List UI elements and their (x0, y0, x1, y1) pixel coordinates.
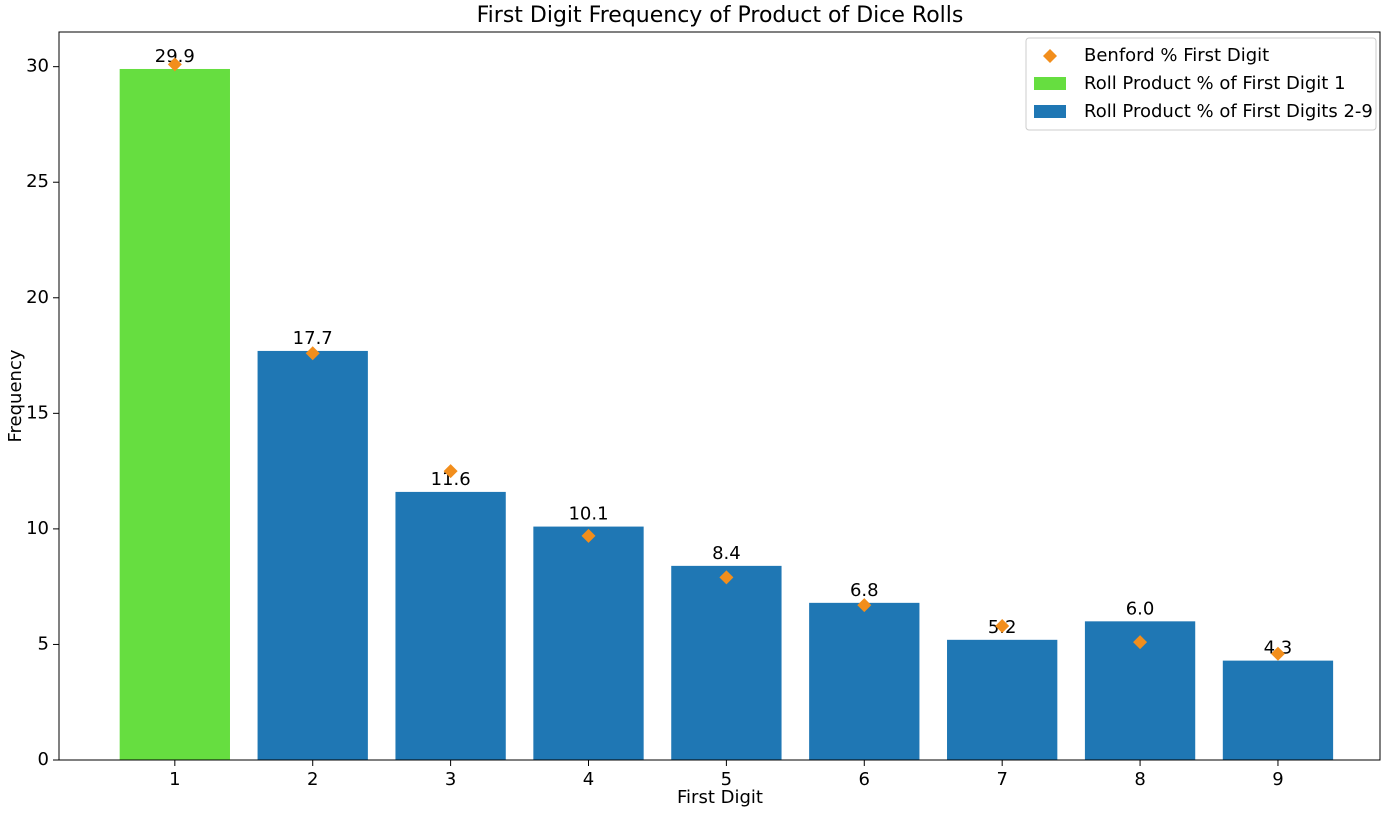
y-axis-label: Frequency (5, 349, 26, 442)
y-tick-label: 10 (26, 518, 49, 539)
bar (395, 491, 506, 760)
data-label: 6.0 (1126, 598, 1155, 619)
benford-marker (719, 570, 734, 585)
data-label: 17.7 (293, 328, 333, 349)
legend-label: Benford % First Digit (1084, 45, 1269, 66)
y-tick-label: 20 (26, 287, 49, 308)
benford-marker (1270, 646, 1285, 661)
benford-marker (857, 598, 872, 613)
benford-marker (581, 528, 596, 543)
bar (119, 68, 230, 760)
legend-label: Roll Product % of First Digit 1 (1084, 73, 1346, 94)
x-tick-label: 9 (1272, 769, 1283, 790)
benford-marker (1133, 635, 1148, 650)
data-label: 10.1 (568, 504, 608, 525)
legend-swatch (1034, 77, 1066, 90)
y-tick-label: 0 (38, 749, 49, 770)
benford-marker (305, 346, 320, 361)
x-tick-label: 5 (721, 769, 732, 790)
bar (947, 639, 1058, 760)
y-tick-label: 25 (26, 171, 49, 192)
bar (257, 350, 368, 760)
legend-frame (1025, 37, 1377, 131)
y-tick-label: 15 (26, 402, 49, 423)
x-tick-label: 4 (583, 769, 594, 790)
bar (1222, 660, 1334, 760)
data-label: 8.4 (712, 543, 741, 564)
x-tick-label: 3 (445, 769, 456, 790)
bar (671, 565, 782, 760)
y-tick-label: 5 (38, 633, 49, 654)
x-tick-label: 8 (1134, 769, 1145, 790)
x-tick-label: 2 (307, 769, 318, 790)
chart-title: First Digit Frequency of Product of Dice… (477, 3, 964, 28)
x-axis-label: First Digit (677, 787, 763, 808)
legend-label: Roll Product % of First Digits 2-9 (1084, 101, 1373, 122)
x-tick-label: 6 (859, 769, 870, 790)
bar (533, 526, 644, 760)
benford-marker (995, 618, 1010, 633)
legend-marker (1043, 49, 1057, 63)
data-label: 6.8 (850, 580, 879, 601)
bar (809, 602, 920, 760)
x-tick-label: 1 (169, 769, 180, 790)
benford-marker (167, 57, 182, 72)
data-label: 11.6 (431, 469, 471, 490)
benford-marker (443, 464, 458, 479)
legend-swatch (1034, 105, 1066, 118)
plot-frame (58, 31, 1381, 761)
y-tick-label: 30 (26, 56, 49, 77)
x-tick-label: 7 (996, 769, 1007, 790)
data-label: 29.9 (155, 46, 195, 67)
